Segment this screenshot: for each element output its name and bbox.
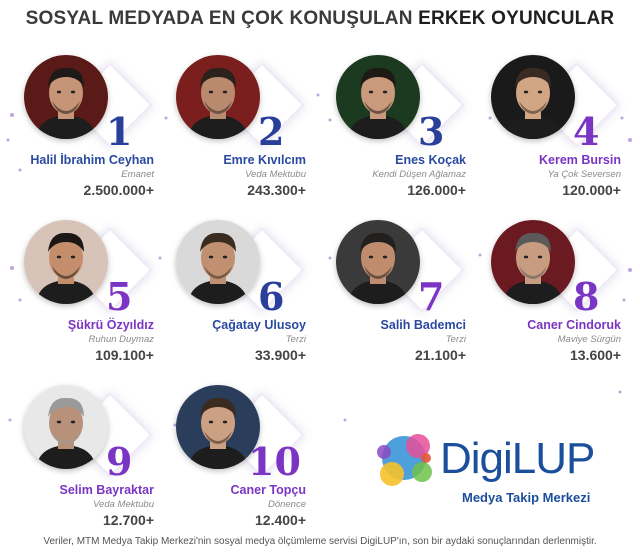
- actor-photo: [176, 220, 260, 304]
- show-title: Kendi Düşen Ağlamaz: [372, 169, 466, 180]
- actor-card-5: 5 Şükrü Özyıldız Ruhun Duymaz 109.100+: [18, 220, 178, 380]
- rank-number: 4: [573, 109, 600, 154]
- actor-photo: [336, 220, 420, 304]
- portrait-icon: [336, 220, 420, 304]
- mention-count: 12.400+: [255, 512, 306, 528]
- actor-card-9: 9 Selim Bayraktar Veda Mektubu 12.700+: [18, 385, 178, 545]
- actor-card-2: 2 Emre Kıvılcım Veda Mektubu 243.300+: [170, 55, 330, 215]
- actor-photo: [24, 220, 108, 304]
- actor-name: Caner Topçu: [230, 483, 306, 497]
- digilup-logo-icon: [377, 434, 432, 486]
- rank-number: 3: [418, 109, 445, 154]
- mention-count: 243.300+: [247, 182, 306, 198]
- show-title: Veda Mektubu: [245, 169, 306, 180]
- show-title: Terzi: [445, 334, 466, 345]
- rank-number: 6: [258, 274, 285, 319]
- actor-photo: [24, 55, 108, 139]
- actor-card-10: 10 Caner Topçu Dönence 12.400+: [170, 385, 330, 545]
- actor-photo: [336, 55, 420, 139]
- actor-card-4: 4 Kerem Bursin Ya Çok Seversen 120.000+: [485, 55, 640, 215]
- actor-card-7: 7 Salih Bademci Terzi 21.100+: [330, 220, 490, 380]
- mention-count: 13.600+: [570, 347, 621, 363]
- rank-number: 1: [106, 109, 133, 154]
- digilup-logo: DigiLUP Medya Takip Merkezi: [370, 428, 620, 518]
- portrait-icon: [491, 55, 575, 139]
- portrait-icon: [176, 55, 260, 139]
- page-title: SOSYAL MEDYADA EN ÇOK KONUŞULAN ERKEK OY…: [0, 8, 640, 30]
- rank-number: 7: [418, 274, 445, 319]
- show-title: Ya Çok Seversen: [547, 169, 621, 180]
- actor-name: Salih Bademci: [380, 318, 466, 332]
- mention-count: 33.900+: [255, 347, 306, 363]
- actor-photo: [176, 55, 260, 139]
- footer-note: Veriler, MTM Medya Takip Merkezi'nin sos…: [43, 536, 597, 547]
- mention-count: 2.500.000+: [83, 182, 154, 198]
- actor-photo: [176, 385, 260, 469]
- rank-number: 9: [106, 439, 133, 484]
- rank-number: 10: [248, 439, 301, 484]
- rank-number: 2: [258, 109, 285, 154]
- actor-card-8: 8 Caner Cindoruk Maviye Sürgün 13.600+: [485, 220, 640, 380]
- actor-photo: [491, 55, 575, 139]
- show-title: Ruhun Duymaz: [88, 334, 154, 345]
- actor-photo: [491, 220, 575, 304]
- title-bold: ERKEK OYUNCULAR: [418, 8, 615, 29]
- portrait-icon: [336, 55, 420, 139]
- portrait-icon: [176, 220, 260, 304]
- mention-count: 120.000+: [562, 182, 621, 198]
- actor-card-1: 1 Halil İbrahim Ceyhan Emanet 2.500.000+: [18, 55, 178, 215]
- show-title: Maviye Sürgün: [557, 334, 621, 345]
- actor-name: Emre Kıvılcım: [223, 153, 306, 167]
- portrait-icon: [491, 220, 575, 304]
- portrait-icon: [176, 385, 260, 469]
- rank-number: 5: [106, 274, 133, 319]
- mention-count: 12.700+: [103, 512, 154, 528]
- show-title: Terzi: [285, 334, 306, 345]
- actor-photo: [24, 385, 108, 469]
- actor-name: Çağatay Ulusoy: [212, 318, 306, 332]
- actor-name: Halil İbrahim Ceyhan: [30, 153, 154, 167]
- actor-name: Şükrü Özyıldız: [67, 318, 154, 332]
- mention-count: 21.100+: [415, 347, 466, 363]
- portrait-icon: [24, 55, 108, 139]
- rank-number: 8: [573, 274, 600, 319]
- portrait-icon: [24, 220, 108, 304]
- actor-name: Selim Bayraktar: [59, 483, 154, 497]
- actor-name: Kerem Bursin: [539, 153, 621, 167]
- actor-card-3: 3 Enes Koçak Kendi Düşen Ağlamaz 126.000+: [330, 55, 490, 215]
- mention-count: 126.000+: [407, 182, 466, 198]
- actor-name: Enes Koçak: [395, 153, 466, 167]
- actor-card-6: 6 Çağatay Ulusoy Terzi 33.900+: [170, 220, 330, 380]
- show-title: Veda Mektubu: [93, 499, 154, 510]
- actor-name: Caner Cindoruk: [527, 318, 621, 332]
- show-title: Emanet: [121, 169, 154, 180]
- mention-count: 109.100+: [95, 347, 154, 363]
- logo-subtitle: Medya Takip Merkezi: [462, 490, 591, 505]
- title-regular: SOSYAL MEDYADA EN ÇOK KONUŞULAN: [25, 8, 413, 29]
- show-title: Dönence: [267, 499, 306, 510]
- logo-text: DigiLUP: [440, 434, 595, 483]
- portrait-icon: [24, 385, 108, 469]
